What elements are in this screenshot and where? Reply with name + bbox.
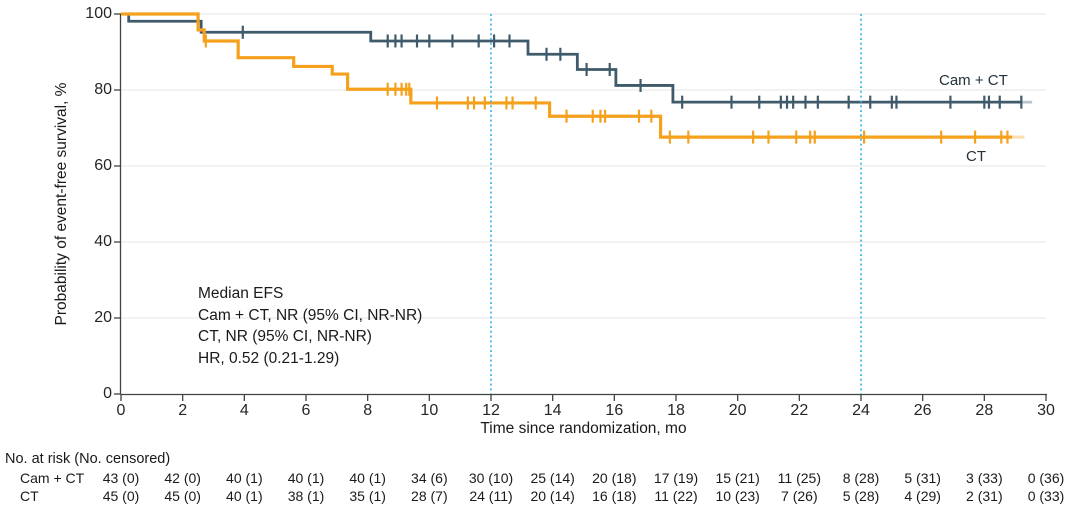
risk-value: 40 (1) (226, 470, 263, 486)
risk-value: 43 (0) (102, 470, 140, 486)
x-tick-label: 8 (363, 402, 373, 419)
risk-value: 20 (18) (592, 470, 637, 486)
risk-value: 0 (33) (1027, 488, 1065, 504)
x-tick-label: 6 (301, 402, 311, 419)
x-tick-label: 24 (852, 402, 870, 419)
risk-value: 34 (6) (411, 470, 448, 486)
risk-value: 7 (26) (781, 488, 818, 504)
risk-table-header: No. at risk (No. censored) (5, 451, 171, 467)
km-curve-ct (121, 12, 1013, 139)
x-tick-label: 14 (543, 402, 562, 419)
median-efs-annotation: Median EFS Cam + CT, NR (95% CI, NR-NR) … (198, 283, 422, 370)
annotation-line: HR, 0.52 (0.21-1.29) (198, 350, 340, 368)
risk-row-label-cam-ct: Cam + CT (20, 470, 85, 486)
x-tick-label: 10 (420, 402, 439, 419)
risk-value: 25 (14) (530, 470, 575, 486)
y-axis-title: Probability of event-free survival, % (53, 82, 70, 326)
x-tick-label: 2 (178, 402, 188, 419)
x-tick-label: 16 (605, 402, 624, 419)
x-tick-label: 18 (667, 402, 685, 419)
y-tick-label: 80 (94, 80, 112, 98)
series-label-cam-ct: Cam + CT (939, 72, 1008, 89)
risk-value: 30 (10) (468, 470, 514, 486)
risk-value: 5 (28) (842, 488, 880, 504)
risk-value: 24 (11) (469, 488, 513, 504)
x-tick-label: 0 (116, 402, 126, 419)
x-tick-label: 22 (790, 402, 809, 419)
y-tick-label: 0 (103, 384, 112, 402)
risk-value: 40 (1) (287, 470, 325, 486)
risk-value: 20 (14) (530, 488, 575, 504)
annotation-line: Cam + CT, NR (95% CI, NR-NR) (198, 306, 423, 324)
risk-row-label-ct: CT (20, 488, 39, 504)
risk-value: 3 (33) (966, 470, 1003, 486)
risk-value: 42 (0) (164, 470, 201, 486)
x-tick-label: 28 (975, 402, 994, 419)
y-tick-label: 40 (94, 232, 112, 250)
series-label-ct: CT (966, 148, 986, 165)
risk-value: 15 (21) (715, 470, 760, 486)
risk-value: 10 (23) (715, 488, 760, 504)
y-tick-label: 20 (94, 308, 112, 326)
x-tick-label: 12 (482, 402, 500, 419)
risk-value: 0 (36) (1027, 470, 1065, 486)
risk-value: 45 (0) (102, 488, 140, 504)
risk-value: 28 (7) (411, 488, 448, 504)
risk-value: 35 (1) (349, 488, 386, 504)
km-curve-cam-ct (121, 12, 1022, 104)
risk-value: 16 (18) (592, 488, 637, 504)
risk-value: 38 (1) (287, 488, 325, 504)
y-tick-label: 100 (85, 4, 112, 22)
risk-value: 4 (29) (904, 488, 941, 504)
risk-value: 11 (22) (654, 488, 698, 504)
risk-value: 8 (28) (842, 470, 880, 486)
annotation-line: Median EFS (198, 285, 284, 302)
y-tick-label: 60 (94, 156, 112, 174)
x-tick-label: 26 (913, 402, 932, 419)
risk-value: 11 (25) (777, 470, 821, 486)
risk-value: 40 (1) (349, 470, 386, 486)
risk-value: 45 (0) (164, 488, 201, 504)
risk-value: 2 (31) (966, 488, 1003, 504)
risk-value: 40 (1) (226, 488, 263, 504)
x-tick-label: 20 (728, 402, 747, 419)
risk-value: 17 (19) (653, 470, 699, 486)
x-tick-label: 30 (1037, 402, 1055, 419)
risk-value: 5 (31) (904, 470, 941, 486)
x-tick-label: 4 (239, 402, 249, 419)
x-axis-title: Time since randomization, mo (480, 420, 687, 437)
annotation-line: CT, NR (95% CI, NR-NR) (198, 328, 372, 346)
